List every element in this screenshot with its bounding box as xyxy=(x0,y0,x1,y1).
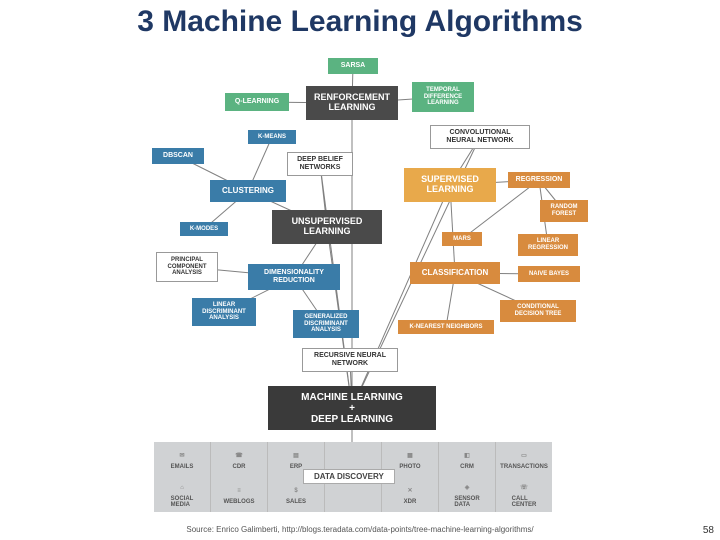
node-qlearning: Q-LEARNING xyxy=(225,93,289,111)
node-unsupervised: UNSUPERVISEDLEARNING xyxy=(272,210,382,244)
discovery-cell: ⌂ SOCIALMEDIA xyxy=(154,477,211,512)
node-dimred: DIMENSIONALITYREDUCTION xyxy=(248,264,340,290)
discovery-cell-icon xyxy=(345,488,361,500)
node-reinforcement-label: RENFORCEMENTLEARNING xyxy=(314,93,390,113)
node-cnn-label: CONVOLUTIONALNEURAL NETWORK xyxy=(446,129,513,144)
discovery-cell-icon: ≡ xyxy=(231,485,247,497)
discovery-cell-label: TRANSACTIONS xyxy=(500,464,548,470)
discovery-cell: ☏ CALLCENTER xyxy=(496,477,552,512)
discovery-label: DATA DISCOVERY xyxy=(303,469,395,484)
discovery-cell-icon: ▭ xyxy=(516,450,532,462)
node-cdt: CONDITIONALDECISION TREE xyxy=(500,300,576,322)
slide-number: 58 xyxy=(703,525,714,536)
node-mldl: MACHINE LEARNING+DEEP LEARNING xyxy=(268,386,436,430)
discovery-cell-icon: ✕ xyxy=(402,485,418,497)
node-cdt-label: CONDITIONALDECISION TREE xyxy=(515,304,562,317)
discovery-cell-label: CALLCENTER xyxy=(512,496,537,508)
node-linreg: LINEARREGRESSION xyxy=(518,234,578,256)
node-naivebayes-label: NAIVE BAYES xyxy=(529,271,569,278)
discovery-cell-icon: ✉ xyxy=(174,450,190,462)
node-cnn: CONVOLUTIONALNEURAL NETWORK xyxy=(430,125,530,149)
discovery-cell-icon: ▤ xyxy=(288,450,304,462)
node-classification: CLASSIFICATION xyxy=(410,262,500,284)
node-sarsa-label: SARSA xyxy=(341,62,366,70)
source-citation: Source: Enrico Galimberti, http://blogs.… xyxy=(0,525,720,534)
node-clustering: CLUSTERING xyxy=(210,180,286,202)
node-kmeans: K-MEANS xyxy=(248,130,296,144)
node-dbscan-label: DBSCAN xyxy=(163,152,193,160)
discovery-cell-label: WEBLOGS xyxy=(224,499,255,505)
node-naivebayes: NAIVE BAYES xyxy=(518,266,580,282)
node-supervised-label: SUPERVISEDLEARNING xyxy=(421,175,479,195)
node-pca-label: PRINCIPALCOMPONENTANALYSIS xyxy=(168,257,207,277)
node-dimred-label: DIMENSIONALITYREDUCTION xyxy=(264,269,324,284)
discovery-cell: ☎ CDR xyxy=(211,442,268,477)
node-kmodes: K-MODES xyxy=(180,222,228,236)
discovery-cell-label: SALES xyxy=(286,499,306,505)
node-mars-label: MARS xyxy=(453,236,471,243)
discovery-cell-label: ERP xyxy=(290,464,302,470)
discovery-cell-label: SOCIALMEDIA xyxy=(171,496,194,508)
node-lda: LINEARDISCRIMINANTANALYSIS xyxy=(192,298,256,326)
slide-title: 3 Machine Learning Algorithms xyxy=(0,5,720,39)
discovery-cell: ◈ SENSORDATA xyxy=(439,477,496,512)
node-regression: REGRESSION xyxy=(508,172,570,188)
discovery-cell-icon: $ xyxy=(288,485,304,497)
discovery-cell: ≡ WEBLOGS xyxy=(211,477,268,512)
node-clustering-label: CLUSTERING xyxy=(222,187,274,196)
node-lda-label: LINEARDISCRIMINANTANALYSIS xyxy=(202,302,246,322)
discovery-cell-label: EMAILS xyxy=(171,464,194,470)
discovery-cell-label: CRM xyxy=(460,464,474,470)
node-knn: K-NEAREST NEIGHBORS xyxy=(398,320,494,334)
discovery-cell-icon: ◧ xyxy=(459,450,475,462)
discovery-cell-icon: ⌂ xyxy=(174,482,190,494)
node-linreg-label: LINEARREGRESSION xyxy=(528,238,568,251)
discovery-cell: ◧ CRM xyxy=(439,442,496,477)
node-dbn-label: DEEP BELIEFNETWORKS xyxy=(297,156,343,171)
node-supervised: SUPERVISEDLEARNING xyxy=(404,168,496,202)
node-classification-label: CLASSIFICATION xyxy=(422,269,489,278)
node-sarsa: SARSA xyxy=(328,58,378,74)
discovery-cell-label: CDR xyxy=(233,464,246,470)
node-randomforest: RANDOMFOREST xyxy=(540,200,588,222)
node-regression-label: REGRESSION xyxy=(516,176,563,184)
discovery-cell-icon: ◈ xyxy=(459,482,475,494)
node-reinforcement: RENFORCEMENTLEARNING xyxy=(306,86,398,120)
node-unsupervised-label: UNSUPERVISEDLEARNING xyxy=(292,217,363,237)
node-kmeans-label: K-MEANS xyxy=(258,134,286,141)
node-tdl: TEMPORALDIFFERENCELEARNING xyxy=(412,82,474,112)
node-gda: GENERALIZEDDISCRIMINANTANALYSIS xyxy=(293,310,359,338)
discovery-cell-icon: ▦ xyxy=(402,450,418,462)
discovery-cell-icon: ☏ xyxy=(516,482,532,494)
node-rnn: RECURSIVE NEURALNETWORK xyxy=(302,348,398,372)
discovery-cell-label: XDR xyxy=(404,499,417,505)
discovery-cell: ▭ TRANSACTIONS xyxy=(496,442,552,477)
discovery-cell-icon xyxy=(345,453,361,465)
node-pca: PRINCIPALCOMPONENTANALYSIS xyxy=(156,252,218,282)
node-dbn: DEEP BELIEFNETWORKS xyxy=(287,152,353,176)
node-mldl-label: MACHINE LEARNING+DEEP LEARNING xyxy=(301,392,403,425)
discovery-cell-label: SENSORDATA xyxy=(454,496,479,508)
node-qlearning-label: Q-LEARNING xyxy=(235,98,279,106)
node-dbscan: DBSCAN xyxy=(152,148,204,164)
node-gda-label: GENERALIZEDDISCRIMINANTANALYSIS xyxy=(304,314,348,334)
node-kmodes-label: K-MODES xyxy=(190,226,218,233)
node-mars: MARS xyxy=(442,232,482,246)
discovery-cell: ✉ EMAILS xyxy=(154,442,211,477)
node-knn-label: K-NEAREST NEIGHBORS xyxy=(409,324,482,331)
discovery-cell-icon: ☎ xyxy=(231,450,247,462)
node-tdl-label: TEMPORALDIFFERENCELEARNING xyxy=(424,87,462,107)
node-randomforest-label: RANDOMFOREST xyxy=(551,204,578,217)
node-rnn-label: RECURSIVE NEURALNETWORK xyxy=(314,352,386,367)
discovery-cell-label: PHOTO xyxy=(399,464,420,470)
